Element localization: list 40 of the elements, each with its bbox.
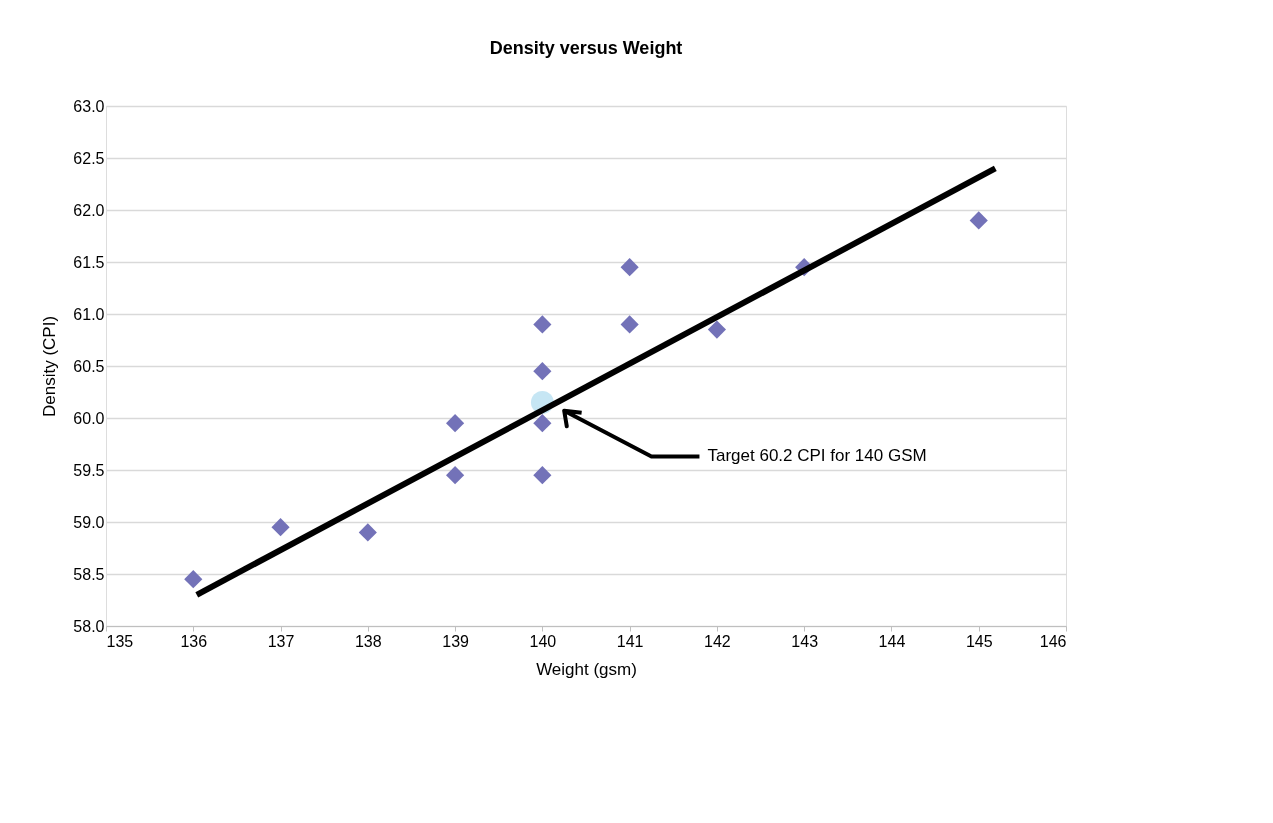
- x-tick-label: 137: [267, 632, 295, 650]
- y-tick-label: 58.5: [73, 565, 105, 583]
- x-tick-label: 144: [878, 632, 906, 650]
- point: [446, 466, 465, 485]
- y-tick-label: 63.0: [73, 97, 105, 115]
- y-tick-label: 59.5: [73, 461, 105, 479]
- y-tick-label: 61.0: [73, 305, 105, 323]
- point: [620, 315, 639, 334]
- x-tick-label: 146: [1039, 632, 1067, 650]
- y-tick-label: 62.0: [73, 201, 105, 219]
- x-tick-label: 143: [791, 632, 819, 650]
- y-tick-label: 59.0: [73, 513, 105, 531]
- y-tick-label: 58.0: [73, 617, 105, 635]
- point: [184, 570, 203, 589]
- x-tick-label: 136: [180, 632, 208, 650]
- point: [533, 414, 552, 433]
- point: [620, 258, 639, 277]
- x-tick-label: 140: [529, 632, 557, 650]
- point: [707, 320, 726, 339]
- x-tick-label: 145: [965, 632, 993, 650]
- chart-title: Density versus Weight: [489, 38, 683, 58]
- point: [358, 523, 377, 542]
- point: [446, 414, 465, 433]
- y-tick-label: 61.5: [73, 253, 105, 271]
- x-axis-title: Weight (gsm): [536, 659, 637, 679]
- point: [533, 362, 552, 381]
- y-axis-title: Density (CPI): [40, 315, 60, 418]
- point: [533, 466, 552, 485]
- y-tick-label: 62.5: [73, 149, 105, 167]
- x-tick-label: 138: [354, 632, 382, 650]
- x-tick-label: 135: [106, 632, 134, 650]
- x-tick-label: 142: [704, 632, 731, 650]
- point: [969, 211, 988, 230]
- annotation: Target 60.2 CPI for 140 GSM: [707, 446, 927, 466]
- x-tick-label: 139: [442, 632, 470, 650]
- point: [533, 315, 552, 334]
- y-tick-label: 60.0: [73, 409, 105, 427]
- point: [271, 518, 290, 537]
- y-tick-label: 60.5: [73, 357, 105, 375]
- x-tick-label: 141: [616, 632, 644, 650]
